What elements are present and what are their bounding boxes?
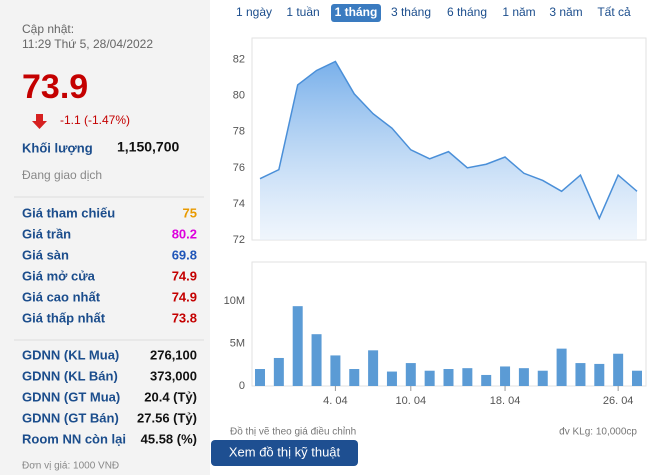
tab[interactable]: Tất cả: [597, 5, 631, 19]
tab[interactable]: 3 tháng: [391, 5, 431, 19]
y-tick-label: 10M: [224, 295, 245, 307]
x-tick-label: 18. 04: [490, 395, 521, 407]
y-tick-label: 76: [233, 162, 245, 174]
foreign-label: GDNN (GT Mua): [22, 389, 120, 404]
volume-bar: [349, 369, 360, 386]
volume-bar: [386, 371, 397, 386]
price-label: Giá tham chiếu: [22, 205, 115, 220]
tab[interactable]: 1 tuần: [286, 5, 319, 19]
price-area: [260, 61, 637, 241]
update-label: Cập nhật:: [22, 22, 74, 36]
x-tick-label: 26. 04: [603, 395, 634, 407]
tab[interactable]: 3 năm: [549, 5, 582, 19]
volume-bar: [462, 368, 473, 386]
volume-bar: [537, 370, 548, 386]
foreign-label: Room NN còn lại: [22, 431, 126, 446]
tech-chart-button-label[interactable]: Xem đồ thị kỹ thuật: [229, 444, 341, 459]
volume-bar: [255, 369, 265, 386]
volume-bar: [500, 366, 511, 386]
price: 73.9: [22, 68, 88, 106]
volume-unit: đv KLg: 10,000cp: [559, 427, 637, 438]
volume-bar: [311, 334, 322, 386]
price-value: 73.8: [172, 310, 197, 325]
volume-bar: [424, 370, 435, 386]
status: Đang giao dịch: [22, 168, 102, 182]
y-tick-label: 5M: [230, 337, 245, 349]
foreign-label: GDNN (KL Mua): [22, 347, 119, 362]
y-tick-label: 80: [233, 90, 245, 102]
y-tick-label: 82: [233, 54, 245, 66]
foreign-value: 27.56 (Tỷ): [137, 410, 197, 425]
chart-note: Đồ thị vẽ theo giá điều chỉnh: [230, 426, 356, 438]
volume-bar: [594, 363, 605, 386]
tab-active-bg[interactable]: [331, 4, 381, 22]
price-line: [259, 60, 638, 221]
change: -1.1 (-1.47%): [60, 113, 130, 127]
volume-bar: [368, 350, 379, 386]
foreign-value: 373,000: [150, 368, 197, 383]
foreign-value: 276,100: [150, 347, 197, 362]
foreign-value: 20.4 (Tỷ): [144, 389, 197, 404]
volume-label: Khối lượng: [22, 140, 93, 155]
volume: 1,150,700: [117, 139, 179, 155]
y-tick-label: 78: [233, 126, 245, 138]
volume-bar: [481, 374, 492, 386]
volume-panel: [251, 261, 647, 387]
volume-bar: [518, 368, 529, 386]
unit-note: Đơn vị giá: 1000 VNĐ: [22, 461, 119, 472]
foreign-label: GDNN (KL Bán): [22, 368, 118, 383]
price-value: 69.8: [172, 247, 197, 262]
price-label: Giá mở cửa: [22, 268, 96, 283]
tab[interactable]: 6 tháng: [447, 5, 487, 19]
price-label: Giá cao nhất: [22, 289, 101, 304]
price-label: Giá trần: [22, 226, 71, 241]
volume-bar: [292, 306, 303, 386]
left-panel: [0, 0, 210, 475]
price-value: 74.9: [172, 268, 197, 283]
tab[interactable]: 1 tháng: [335, 5, 378, 19]
x-tick-label: 10. 04: [396, 395, 427, 407]
volume-bar: [405, 363, 416, 386]
tab[interactable]: 1 ngày: [236, 5, 272, 19]
price-value: 80.2: [172, 226, 197, 241]
x-tick-label: 4. 04: [323, 395, 347, 407]
volume-bar: [556, 348, 567, 386]
volume-bar: [613, 353, 624, 386]
price-label: Giá sàn: [22, 247, 69, 262]
volume-bar: [330, 355, 341, 386]
update-time: 11:29 Thứ 5, 28/04/2022: [22, 37, 153, 51]
y-tick-label: 72: [233, 234, 245, 246]
y-tick-label: 0: [239, 380, 245, 392]
tech-chart-button[interactable]: [211, 440, 358, 466]
volume-bar: [575, 363, 586, 386]
down-arrow: [32, 114, 47, 129]
foreign-label: GDNN (GT Bán): [22, 410, 119, 425]
price-label: Giá thấp nhất: [22, 310, 106, 325]
tab[interactable]: 1 năm: [502, 5, 535, 19]
y-tick-label: 74: [233, 198, 245, 210]
volume-bar: [273, 357, 284, 386]
price-value: 74.9: [172, 289, 197, 304]
price-value: 75: [183, 205, 197, 220]
volume-bar: [632, 370, 642, 386]
volume-bar: [443, 369, 454, 386]
foreign-value: 45.58 (%): [141, 431, 197, 446]
